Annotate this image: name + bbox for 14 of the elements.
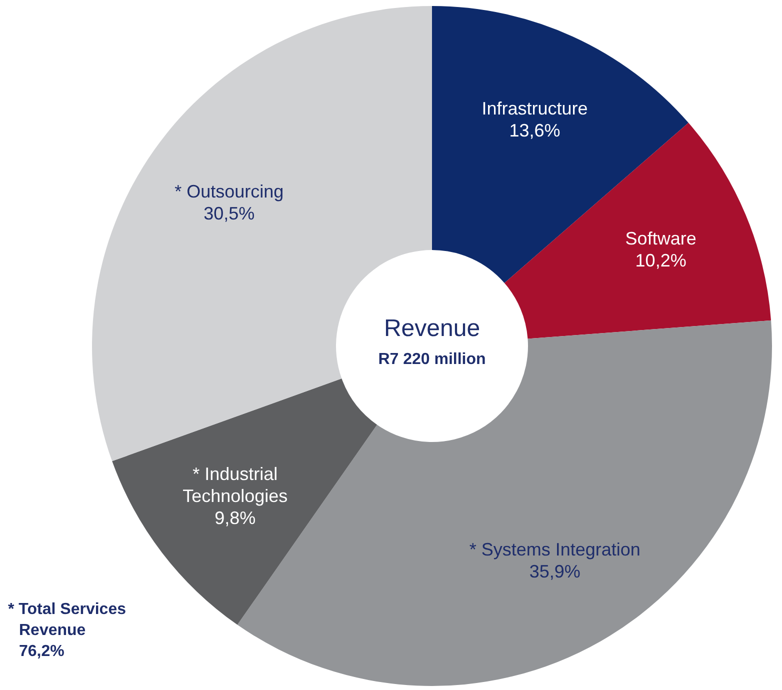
slice-label: * Outsourcing <box>174 181 284 202</box>
slice-label: Infrastructure <box>482 98 588 118</box>
data-label: 35,9% <box>529 561 580 582</box>
donut-slice <box>504 122 772 339</box>
slice-label: * Systems Integration <box>469 539 640 560</box>
data-label: 13,6% <box>509 120 560 140</box>
slice-label: Software <box>625 228 696 248</box>
text: R7 220 million <box>378 351 486 368</box>
text: Revenue <box>384 315 480 342</box>
data-label: 9,8% <box>214 508 256 528</box>
slice-label: * Industrial Technologies <box>182 464 288 506</box>
data-label: 10,2% <box>635 250 686 270</box>
text: * Total Services Revenue 76,2% <box>8 601 126 660</box>
data-label: 30,5% <box>204 203 255 224</box>
